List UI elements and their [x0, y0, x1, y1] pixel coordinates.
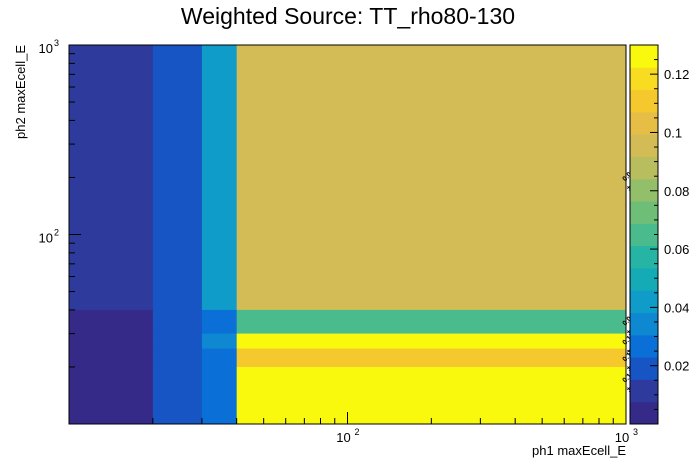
heatmap-cell [236, 309, 627, 335]
heatmap-cell [236, 366, 627, 392]
colorbar-segment [630, 312, 658, 336]
colorbar-segment [630, 89, 658, 113]
colorbar-segment [630, 201, 658, 224]
colorbar-segment [630, 45, 658, 68]
y-axis-label: ph2 maxEcell_E [13, 45, 28, 139]
heatmap-cell [152, 348, 203, 368]
x-tick-exponent: 3 [633, 427, 638, 437]
colorbar-segment [630, 357, 658, 380]
colorbar-segment [630, 267, 658, 291]
colorbar-segment [630, 223, 658, 247]
colorbar-tick-label: 0.06 [664, 242, 689, 257]
y-tick-base: 10 [39, 231, 53, 246]
x-tick-exponent: 2 [355, 427, 360, 437]
y-tick-exponent: 3 [54, 38, 59, 48]
heatmap-cell [152, 309, 203, 335]
heatmap-cell [69, 390, 154, 425]
heatmap-cell [236, 333, 627, 350]
heatmap-cell [201, 390, 238, 425]
colorbar-tick-label: 0.02 [664, 359, 689, 374]
heatmap-cell [152, 366, 203, 392]
x-axis-label: ph1 maxEcell_E [532, 443, 626, 458]
colorbar-segment [630, 245, 658, 269]
x-tick-base: 10 [615, 430, 629, 445]
colorbar-segment [630, 134, 658, 157]
heatmap-cell [69, 348, 154, 368]
heatmap-cell [201, 333, 238, 350]
colorbar-tick-label: 0.1 [664, 125, 682, 140]
heatmap-cell [236, 45, 627, 311]
colorbar-segment [630, 379, 658, 403]
heatmap-cell [201, 348, 238, 368]
heatmap-cell [236, 348, 627, 368]
heatmap-cells [69, 45, 627, 425]
heatmap-cell [201, 309, 238, 335]
colorbar-segment [630, 290, 658, 314]
colorbar-segment [630, 156, 658, 180]
heatmap-cell [152, 390, 203, 425]
colorbar-segment [630, 178, 658, 202]
colorbar-segment [630, 67, 658, 91]
y-tick-base: 10 [39, 41, 53, 56]
heatmap-cell [69, 333, 154, 350]
y-tick-label: 10 3 [39, 38, 59, 56]
heatmap-cell [201, 366, 238, 392]
y-tick-label: 10 2 [39, 228, 59, 246]
heatmap-cell [69, 309, 154, 335]
colorbar-tick-label: 0.04 [664, 300, 689, 315]
y-tick-exponent: 2 [54, 228, 59, 238]
chart-title: Weighted Source: TT_rho80-130 [181, 3, 515, 29]
colorbar-axis: 0.02 0.04 0.06 0.08 0.1 0.12 [650, 59, 689, 410]
x-axis: 10 2 10 3 [68, 412, 638, 445]
x-tick-label: 10 3 [615, 427, 638, 445]
heatmap-cell [152, 333, 203, 350]
heatmap-cell [69, 45, 154, 311]
x-tick-label: 10 2 [336, 427, 359, 445]
colorbar [630, 45, 658, 425]
heatmap-cell [69, 366, 154, 392]
colorbar-segment [630, 334, 658, 358]
colorbar-tick-label: 0.08 [664, 184, 689, 199]
colorbar-segment [630, 111, 658, 135]
colorbar-tick-label: 0.12 [664, 67, 689, 82]
x-tick-base: 10 [336, 430, 350, 445]
heatmap-cell [201, 45, 238, 311]
colorbar-segment [630, 401, 658, 425]
heatmap-cell [152, 45, 203, 311]
